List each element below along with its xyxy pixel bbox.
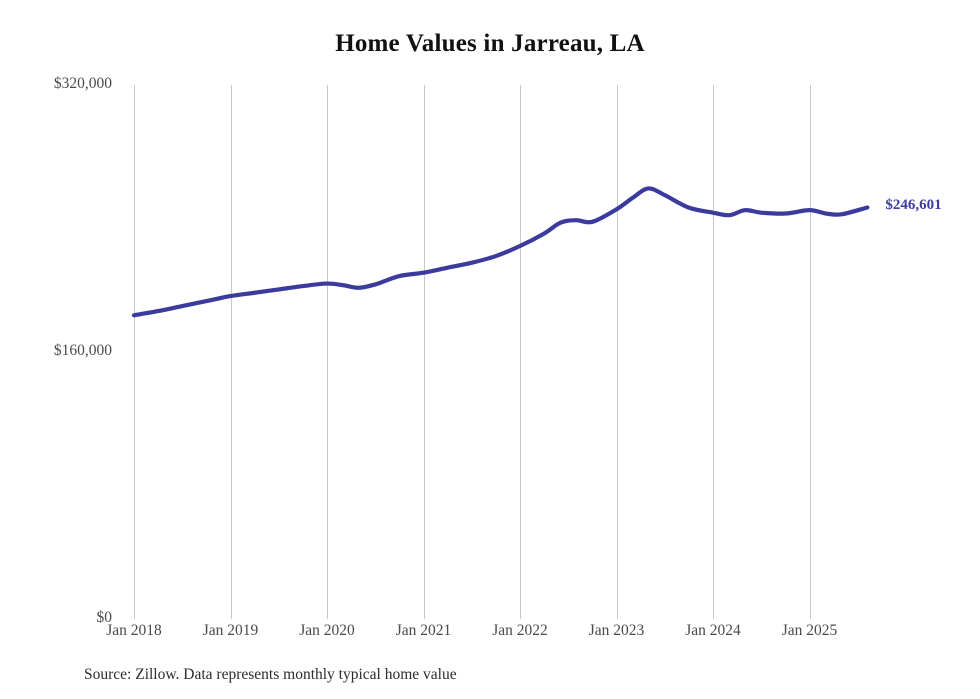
gridline — [520, 85, 521, 619]
gridline — [713, 85, 714, 619]
y-axis-tick-label: $160,000 — [53, 342, 112, 359]
chart-title: Home Values in Jarreau, LA — [335, 30, 645, 57]
x-axis-tick-label: Jan 2020 — [299, 622, 355, 639]
gridline — [134, 85, 135, 619]
x-axis-tick-label: Jan 2023 — [588, 622, 645, 639]
x-axis-tick-label: Jan 2024 — [685, 622, 741, 639]
source-note: Source: Zillow. Data represents monthly … — [84, 666, 457, 683]
x-axis-tick-label: Jan 2025 — [781, 622, 838, 639]
gridline — [230, 85, 232, 619]
y-axis-tick-label: $320,000 — [53, 75, 112, 92]
gridline — [809, 85, 811, 619]
series-line-typical-home-value — [131, 186, 870, 318]
x-axis-tick-label: Jan 2018 — [106, 622, 162, 639]
y-axis-tick-label: $0 — [96, 609, 113, 626]
x-axis-tick-label: Jan 2019 — [202, 622, 259, 639]
gridline — [423, 85, 425, 619]
x-axis-tick-label: Jan 2021 — [395, 622, 452, 639]
gridline — [327, 85, 328, 619]
x-axis-tick-label: Jan 2022 — [492, 622, 548, 639]
gridline — [616, 85, 618, 619]
end-value-label: $246,601 — [885, 197, 942, 214]
